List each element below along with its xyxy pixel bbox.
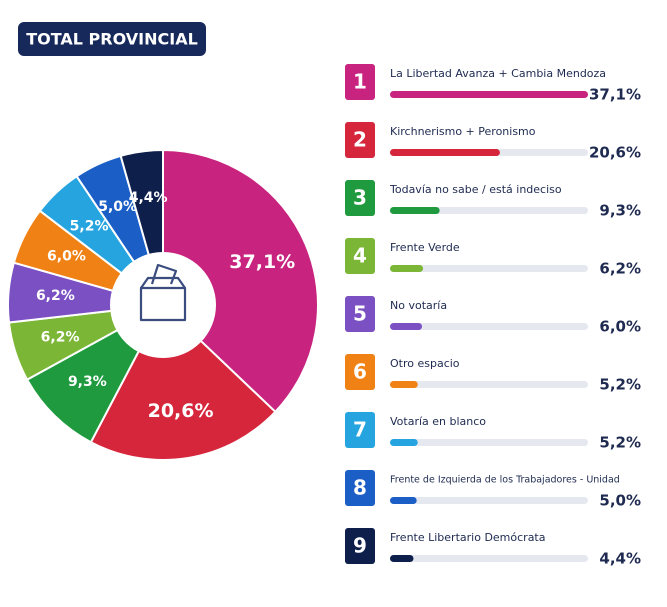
bar: [390, 265, 424, 272]
rank-number: 5: [353, 302, 367, 326]
rank-number: 9: [353, 534, 367, 558]
donut-hole: [110, 252, 216, 358]
value-label: 5,2%: [599, 434, 641, 452]
rank-badge: [345, 296, 375, 332]
box-top: [140, 276, 186, 289]
value-label: 6,0%: [599, 318, 641, 336]
rank-badge: [345, 238, 375, 274]
chart-title: TOTAL PROVINCIAL: [26, 30, 198, 49]
bar-track: [390, 265, 588, 272]
category-label: No votaría: [390, 299, 447, 312]
ballot: [150, 263, 178, 285]
bar-track: [390, 381, 588, 388]
value-label: 6,2%: [599, 260, 641, 278]
bar-track: [390, 555, 588, 562]
category-label: Votaría en blanco: [390, 415, 486, 428]
ballot-icon: [139, 263, 187, 322]
slice-label: 6,2%: [36, 288, 75, 304]
category-label: Frente Verde: [390, 241, 460, 254]
slice-label: 6,0%: [47, 249, 86, 265]
bar: [390, 91, 588, 98]
rank-badge: [345, 354, 375, 390]
category-label: La Libertad Avanza + Cambia Mendoza: [390, 67, 606, 80]
category-label: Otro espacio: [390, 357, 460, 370]
bar: [390, 555, 414, 562]
slice-label: 5,2%: [70, 218, 109, 234]
rank-badge: [345, 64, 375, 100]
rank-number: 4: [353, 244, 367, 268]
category-label: Kirchnerismo + Peronismo: [390, 125, 536, 138]
bar: [390, 497, 417, 504]
bar-track: [390, 207, 588, 214]
category-label: Frente de Izquierda de los Trabajadores …: [390, 475, 620, 486]
value-label: 5,2%: [599, 376, 641, 394]
rank-badge: [345, 122, 375, 158]
category-label: Todavía no sabe / está indeciso: [389, 183, 562, 196]
rank-number: 3: [353, 186, 367, 210]
rank-badge: [345, 528, 375, 564]
rank-number: 6: [353, 360, 367, 384]
slice-label: 6,2%: [41, 330, 80, 346]
box: [139, 286, 187, 322]
slice-label: 5,0%: [98, 199, 137, 215]
bar-track: [390, 497, 588, 504]
slice-label: 9,3%: [68, 374, 107, 390]
category-label: Frente Libertario Demócrata: [390, 531, 546, 544]
value-label: 4,4%: [599, 550, 641, 568]
bar: [390, 439, 418, 446]
slice-label: 37,1%: [229, 251, 295, 273]
bar: [390, 323, 423, 330]
rank-number: 8: [353, 476, 367, 500]
ranked-list: 1 La Libertad Avanza + Cambia Mendoza 37,1…: [345, 64, 641, 568]
rank-number: 2: [353, 128, 367, 152]
value-label: 9,3%: [599, 202, 641, 220]
title-pill: [18, 22, 206, 56]
value-label: 20,6%: [589, 144, 641, 162]
rank-badge: [345, 470, 375, 506]
slice-label: 20,6%: [148, 400, 214, 422]
bar: [390, 207, 440, 214]
bar: [390, 149, 500, 156]
value-label: 5,0%: [599, 492, 641, 510]
rank-number: 1: [353, 70, 367, 94]
rank-badge: [345, 180, 375, 216]
value-label: 37,1%: [589, 86, 641, 104]
bar-track: [390, 323, 588, 330]
rank-number: 7: [353, 418, 367, 442]
bar: [390, 381, 418, 388]
slice-label: 4,4%: [129, 190, 168, 206]
bar-track: [390, 439, 588, 446]
rank-badge: [345, 412, 375, 448]
